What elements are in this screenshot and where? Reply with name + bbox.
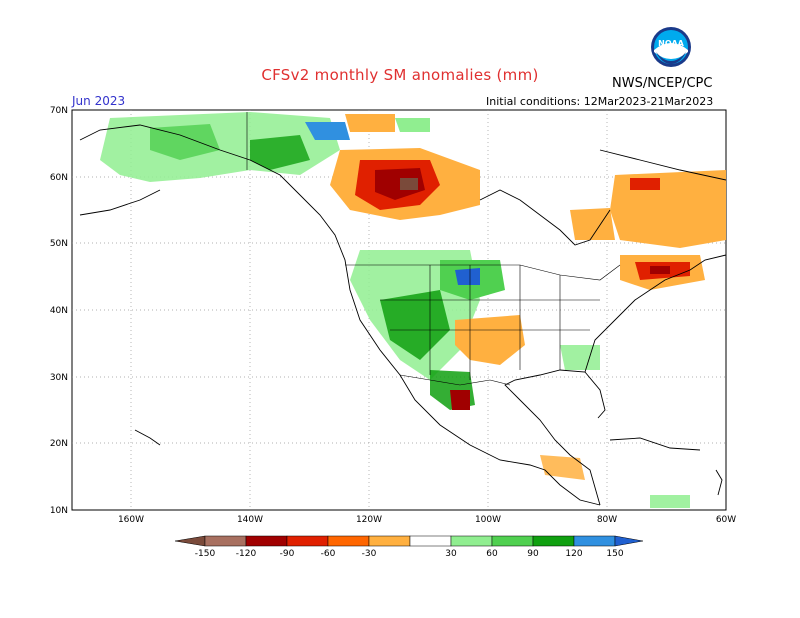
lon-label: 120W bbox=[356, 515, 382, 525]
lat-label: 30N bbox=[50, 373, 68, 383]
legend-label: -30 bbox=[362, 549, 377, 559]
lon-label: 80W bbox=[597, 515, 617, 525]
lat-label: 20N bbox=[50, 439, 68, 449]
legend-swatch bbox=[286, 535, 329, 547]
legend-label: 120 bbox=[565, 549, 582, 559]
logo-text: NOAA bbox=[658, 39, 684, 48]
legend-swatch bbox=[368, 535, 411, 547]
legend-swatch bbox=[327, 535, 370, 547]
longitude-labels: 160W 140W 120W 100W 80W 60W bbox=[118, 515, 736, 525]
legend-label: 150 bbox=[606, 549, 623, 559]
lat-label: 60N bbox=[50, 173, 68, 183]
latitude-labels: 70N 60N 50N 40N 30N 20N 10N bbox=[50, 106, 68, 516]
legend-swatch bbox=[450, 535, 493, 547]
lat-label: 40N bbox=[50, 306, 68, 316]
lon-label: 100W bbox=[475, 515, 501, 525]
lon-label: 60W bbox=[716, 515, 736, 525]
legend-swatch bbox=[532, 535, 575, 547]
color-legend: -150 -120 -90 -60 -30 30 60 90 120 150 bbox=[174, 535, 644, 559]
lon-label: 140W bbox=[237, 515, 263, 525]
legend-label: -60 bbox=[321, 549, 336, 559]
legend-swatch bbox=[245, 535, 288, 547]
legend-swatch bbox=[409, 535, 452, 547]
legend-swatch bbox=[204, 535, 247, 547]
anomaly-shading bbox=[100, 112, 726, 508]
coastlines bbox=[79, 124, 727, 506]
boundaries bbox=[246, 112, 621, 386]
legend-label: -120 bbox=[236, 549, 257, 559]
legend-swatch bbox=[491, 535, 534, 547]
legend-label: -150 bbox=[195, 549, 216, 559]
legend-label: 90 bbox=[527, 549, 539, 559]
legend-swatch bbox=[573, 535, 616, 547]
legend-end-high bbox=[614, 535, 644, 547]
map-title: CFSv2 monthly SM anomalies (mm) bbox=[261, 66, 539, 84]
noaa-logo-icon: NOAA bbox=[651, 27, 691, 67]
lat-label: 10N bbox=[50, 506, 68, 516]
legend-label: 60 bbox=[486, 549, 498, 559]
lon-label: 160W bbox=[118, 515, 144, 525]
legend-end-low bbox=[174, 535, 206, 547]
lat-label: 70N bbox=[50, 106, 68, 116]
forecast-month: Jun 2023 bbox=[72, 94, 126, 108]
legend-label: -90 bbox=[280, 549, 295, 559]
agency-label: NWS/NCEP/CPC bbox=[612, 76, 713, 91]
initial-conditions: Initial conditions: 12Mar2023-21Mar2023 bbox=[486, 95, 714, 108]
legend-label: 30 bbox=[445, 549, 457, 559]
lat-label: 50N bbox=[50, 239, 68, 249]
